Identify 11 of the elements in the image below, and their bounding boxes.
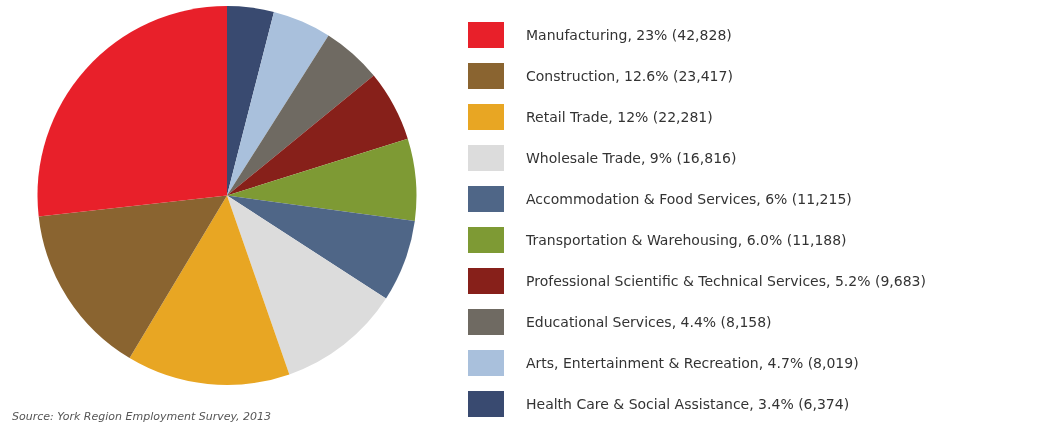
legend-label: Manufacturing, 23% (42,828): [526, 26, 732, 43]
legend-label: Educational Services, 4.4% (8,158): [526, 313, 772, 330]
legend-label: Accommodation & Food Services, 6% (11,215): [526, 190, 852, 207]
legend-label: Transportation & Warehousing, 6.0% (11,188): [526, 231, 847, 248]
legend-label: Construction, 12.6% (23,417): [526, 67, 733, 84]
legend-label: Wholesale Trade, 9% (16,816): [526, 149, 737, 166]
legend-label: Professional Scientific & Technical Services, 5.2% (9,683): [526, 272, 926, 289]
source-note: Source: York Region Employment Survey, 2013: [12, 410, 272, 423]
legend-label: Health Care & Social Assistance, 3.4% (6,374): [526, 395, 850, 412]
legend-label: Retail Trade, 12% (22,281): [526, 108, 713, 125]
legend-label: Arts, Entertainment & Recreation, 4.7% (8,019): [526, 354, 859, 371]
